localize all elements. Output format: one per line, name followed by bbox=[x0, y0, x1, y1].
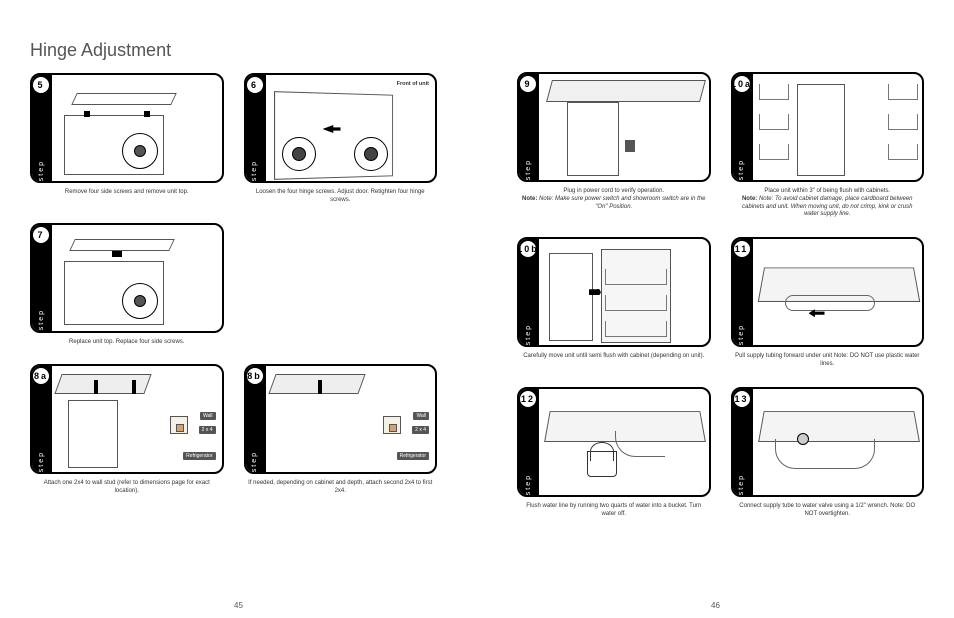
page-number-right: 46 bbox=[711, 601, 720, 610]
step-tab-text: step bbox=[738, 318, 745, 347]
step-tab: step 11 bbox=[731, 237, 753, 347]
stud-label: 2 x 4 bbox=[199, 426, 216, 434]
step-caption: Pull supply tubing forward under unit No… bbox=[731, 353, 925, 369]
step-tab: step 13 bbox=[731, 387, 753, 497]
page-left: Hinge Adjustment step 5 bbox=[0, 0, 477, 618]
step-tab-text: step bbox=[525, 468, 532, 497]
illustration bbox=[755, 239, 923, 345]
step-caption: Place unit within 3" of being flush with… bbox=[731, 188, 925, 219]
caption-note: Note: Make sure power switch and showroo… bbox=[539, 196, 705, 210]
step-number: 5 bbox=[33, 77, 49, 93]
step-caption: Carefully move unit until semi flush wit… bbox=[517, 353, 711, 361]
step-number: 11 bbox=[734, 241, 750, 257]
step-11-image: step 11 bbox=[731, 237, 925, 347]
step-tab-text: step bbox=[38, 445, 45, 474]
step-caption: Flush water line by running two quarts o… bbox=[517, 503, 711, 519]
step-number: 6 bbox=[247, 77, 263, 93]
step-8a: step 8a Wall 2 x 4 Refrigerator bbox=[30, 364, 224, 496]
step-6-image: step 6 Front of unit bbox=[244, 73, 438, 183]
step-tab-text: step bbox=[251, 154, 258, 183]
illustration bbox=[54, 75, 222, 181]
step-8b-image: step 8b Wall 2 x 4 Refrigerator bbox=[244, 364, 438, 474]
step-tab: step 7 bbox=[30, 223, 52, 333]
wall-label: Wall bbox=[200, 412, 216, 420]
step-13-image: step 13 bbox=[731, 387, 925, 497]
fridge-label: Refrigerator bbox=[183, 452, 215, 460]
page-right: step 9 Plug in power cord to verify oper… bbox=[477, 0, 954, 618]
step-tab: step 6 bbox=[244, 73, 266, 183]
step-tab: step 12 bbox=[517, 387, 539, 497]
stud-label: 2 x 4 bbox=[412, 426, 429, 434]
step-caption: Plug in power cord to verify operation. … bbox=[517, 188, 711, 211]
step-tab-text: step bbox=[38, 154, 45, 183]
step-tab-text: step bbox=[38, 303, 45, 332]
illustration bbox=[541, 389, 709, 495]
step-caption: Remove four side screws and remove unit … bbox=[30, 189, 224, 197]
steps-grid-right: step 9 Plug in power cord to verify oper… bbox=[517, 72, 924, 518]
illustration bbox=[541, 74, 709, 180]
step-caption: Attach one 2x4 to wall stud (refer to di… bbox=[30, 480, 224, 496]
step-10a-image: step 10a bbox=[731, 72, 925, 182]
step-tab-text: step bbox=[525, 318, 532, 347]
page-title: Hinge Adjustment bbox=[30, 40, 437, 61]
caption-text: Place unit within 3" of being flush with… bbox=[764, 188, 890, 194]
step-tab: step 10b bbox=[517, 237, 539, 347]
step-12-image: step 12 bbox=[517, 387, 711, 497]
step-number: 7 bbox=[33, 227, 49, 243]
step-caption: If needed, depending on cabinet and dept… bbox=[244, 480, 438, 496]
step-tab-text: step bbox=[525, 153, 532, 182]
front-label: Front of unit bbox=[397, 81, 429, 87]
step-number: 8a bbox=[33, 368, 49, 384]
step-tab: step 8a bbox=[30, 364, 52, 474]
wall-label: Wall bbox=[413, 412, 429, 420]
caption-note: Note: To avoid cabinet damage, place car… bbox=[742, 196, 913, 218]
step-10b: step 10b Carefully move unit until semi … bbox=[517, 237, 711, 369]
steps-grid-left: step 5 Remove four side screws and remov… bbox=[30, 73, 437, 496]
caption-text: Plug in power cord to verify operation. bbox=[563, 188, 664, 194]
illustration bbox=[541, 239, 709, 345]
step-10b-image: step 10b bbox=[517, 237, 711, 347]
step-caption: Replace unit top. Replace four side scre… bbox=[30, 339, 224, 347]
step-12: step 12 Flush water line by running two … bbox=[517, 387, 711, 519]
illustration: Front of unit bbox=[268, 75, 436, 181]
step-tab: step 8b bbox=[244, 364, 266, 474]
step-11: step 11 Pull supply tubing forward under… bbox=[731, 237, 925, 369]
step-5: step 5 Remove four side screws and remov… bbox=[30, 73, 224, 205]
step-number: 13 bbox=[734, 391, 750, 407]
illustration bbox=[54, 225, 222, 331]
page-number-left: 45 bbox=[234, 601, 243, 610]
step-8b: step 8b Wall 2 x 4 Refrigerator If neede… bbox=[244, 364, 438, 496]
step-8a-image: step 8a Wall 2 x 4 Refrigerator bbox=[30, 364, 224, 474]
illustration bbox=[755, 74, 923, 180]
step-7: step 7 Replace unit top. Replace four si… bbox=[30, 223, 224, 347]
step-number: 10b bbox=[520, 241, 536, 257]
step-9-image: step 9 bbox=[517, 72, 711, 182]
illustration bbox=[755, 389, 923, 495]
bucket-icon bbox=[587, 451, 617, 477]
step-6: step 6 Front of unit Loosen the four hin… bbox=[244, 73, 438, 205]
step-7-image: step 7 bbox=[30, 223, 224, 333]
step-5-image: step 5 bbox=[30, 73, 224, 183]
manual-spread: Hinge Adjustment step 5 bbox=[0, 0, 954, 618]
illustration: Wall 2 x 4 Refrigerator bbox=[54, 366, 222, 472]
step-tab: step 9 bbox=[517, 72, 539, 182]
step-tab: step 10a bbox=[731, 72, 753, 182]
step-13: step 13 Connect supply tube to water val… bbox=[731, 387, 925, 519]
step-tab-text: step bbox=[251, 445, 258, 474]
illustration: Wall 2 x 4 Refrigerator bbox=[268, 366, 436, 472]
step-caption: Connect supply tube to water valve using… bbox=[731, 503, 925, 519]
step-tab: step 5 bbox=[30, 73, 52, 183]
step-9: step 9 Plug in power cord to verify oper… bbox=[517, 72, 711, 219]
step-number: 10a bbox=[734, 76, 750, 92]
step-spacer bbox=[244, 223, 438, 347]
fridge-label: Refrigerator bbox=[397, 452, 429, 460]
step-10a: step 10a Place unit within 3" of bei bbox=[731, 72, 925, 219]
step-tab-text: step bbox=[738, 153, 745, 182]
step-number: 12 bbox=[520, 391, 536, 407]
step-number: 8b bbox=[247, 368, 263, 384]
step-number: 9 bbox=[520, 76, 536, 92]
step-tab-text: step bbox=[738, 468, 745, 497]
step-caption: Loosen the four hinge screws. Adjust doo… bbox=[244, 189, 438, 205]
